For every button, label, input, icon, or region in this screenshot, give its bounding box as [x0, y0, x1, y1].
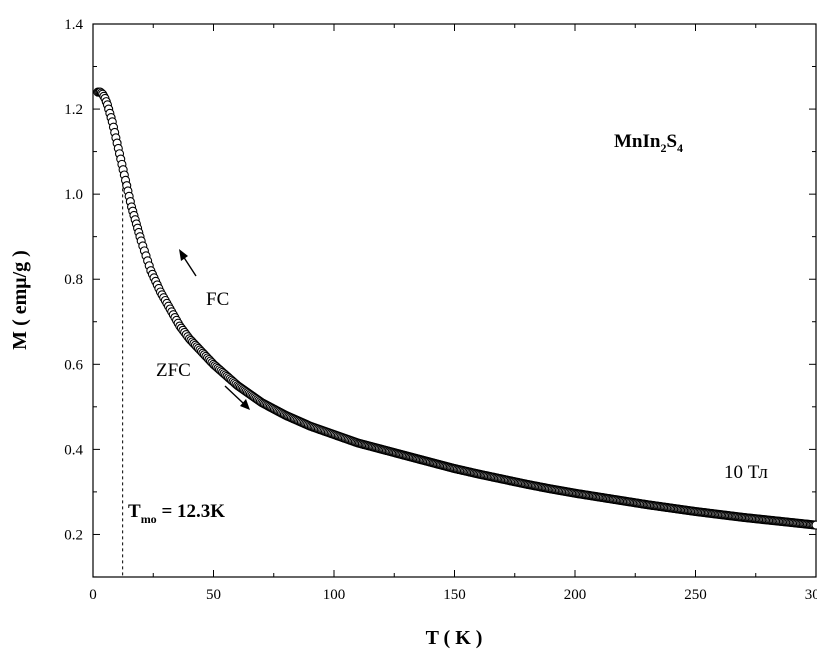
tmo-main: T	[128, 501, 141, 522]
x-tick-label: 0	[89, 587, 97, 603]
y-tick-label: 1.2	[64, 102, 83, 118]
compound-main: MnIn	[614, 131, 661, 152]
compound-sub1: 2	[660, 141, 666, 155]
x-tick-label: 150	[443, 587, 466, 603]
y-tick-label: 0.2	[64, 527, 83, 543]
fc-arrow	[179, 249, 197, 277]
field-label: 10 Тл	[724, 462, 768, 483]
x-tick-label: 100	[323, 587, 346, 603]
zfc-arrow	[224, 385, 250, 410]
tmo-value: = 12.3K	[157, 501, 226, 522]
y-tick-label: 0.8	[64, 272, 83, 288]
y-tick-label: 0.4	[64, 442, 83, 458]
x-tick-label: 300	[805, 587, 817, 603]
y-tick-label: 0.6	[64, 357, 83, 373]
compound-mid: S	[666, 131, 677, 152]
y-tick-label: 1.4	[64, 17, 83, 33]
fc-label: FC	[206, 289, 229, 310]
y-tick-label: 1.0	[64, 187, 83, 203]
data-point	[811, 520, 817, 530]
compound-sub2: 4	[677, 141, 683, 155]
y-axis-title: M ( emμ/g )	[9, 250, 31, 350]
x-axis-title: T ( K )	[426, 627, 483, 649]
data-points	[93, 87, 817, 530]
ticks	[92, 23, 817, 578]
tick-labels: 0 50 100 150 200 250 300 0.2 0.4 0.6 0.8 1.0 1.2 1.4	[64, 17, 817, 603]
zfc-label: ZFC	[156, 360, 191, 381]
x-tick-label: 50	[206, 587, 221, 603]
plot-frame	[92, 23, 817, 578]
compound-label: MnIn2S4	[614, 131, 683, 155]
tmo-label: Tmo = 12.3K	[128, 501, 225, 526]
x-tick-label: 200	[564, 587, 587, 603]
x-tick-label: 250	[684, 587, 707, 603]
tmo-sub: mo	[141, 512, 157, 526]
